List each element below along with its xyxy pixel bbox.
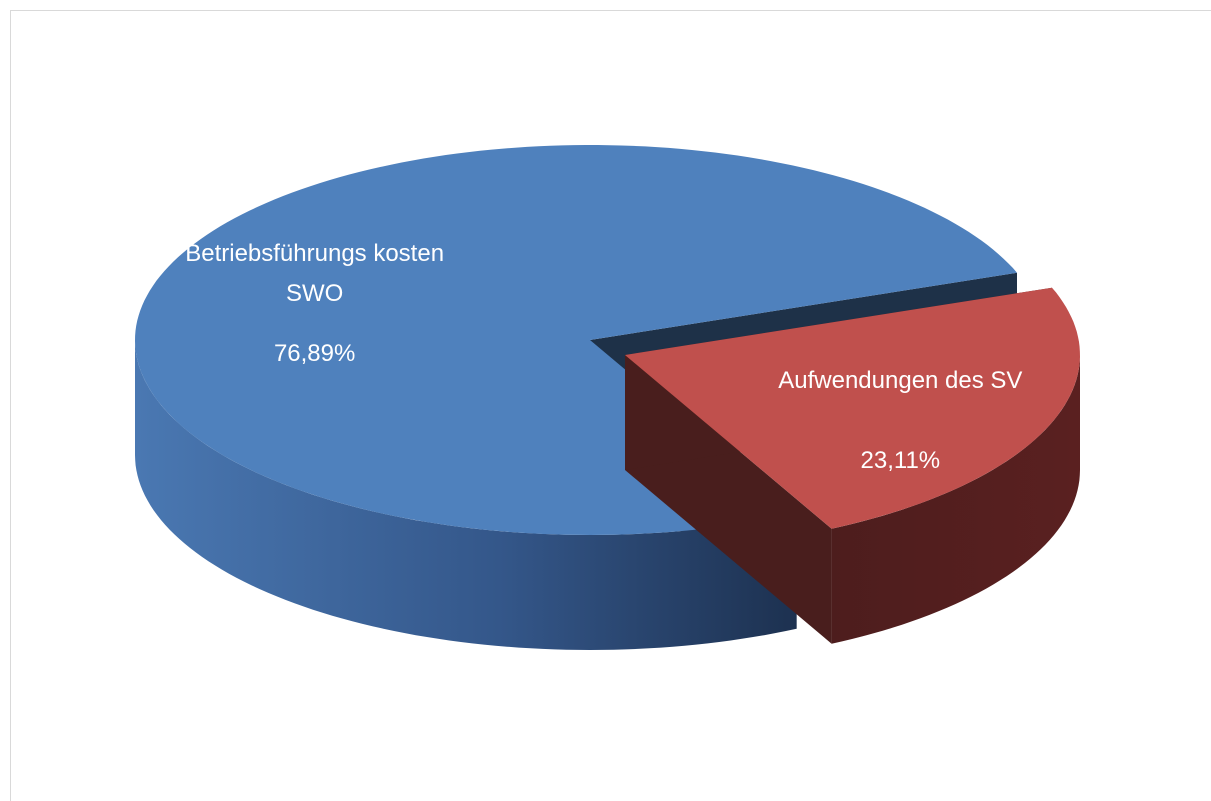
slice-side [831, 355, 1080, 644]
slice-top [135, 145, 1017, 535]
slice-side [135, 340, 797, 650]
slice-top [625, 287, 1080, 529]
slice-category-label: Aufwendungen des SV [778, 367, 1023, 395]
slice-value-label: 23,11% [860, 447, 941, 475]
frame [10, 10, 1211, 801]
slice-value-label: 76,89% [273, 339, 356, 367]
slice-category-label: Betriebsführungs kosten SWO [185, 239, 445, 307]
pie-slice [625, 287, 1080, 644]
